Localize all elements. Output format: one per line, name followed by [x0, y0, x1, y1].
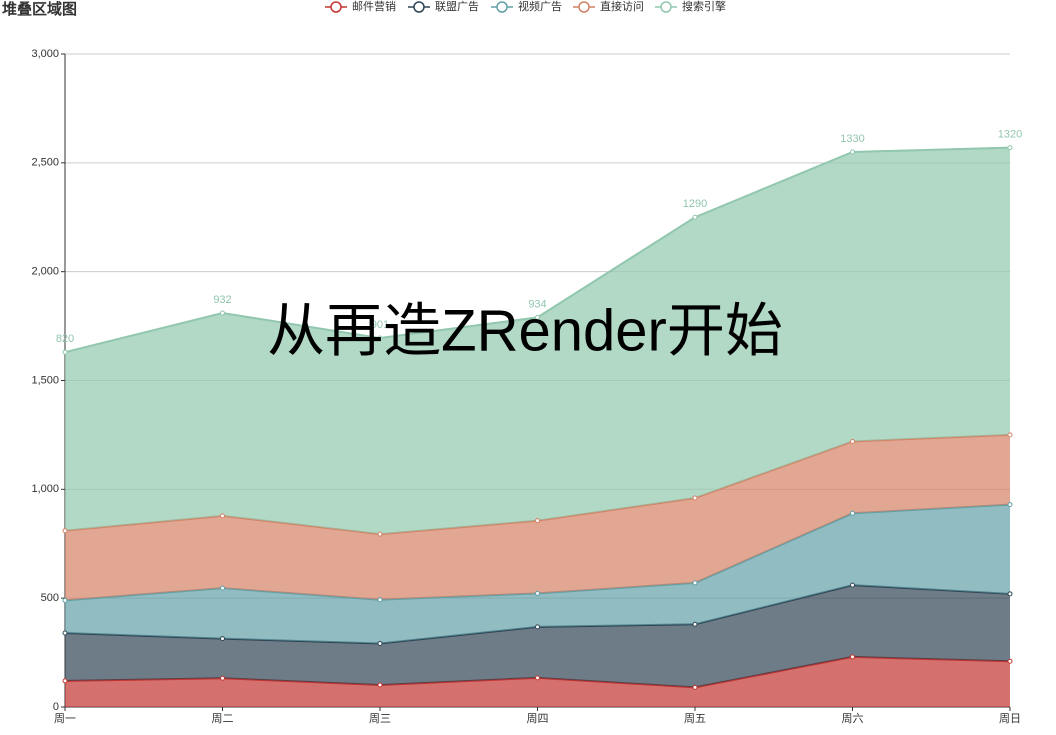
point: [220, 310, 225, 316]
legend-icon: [413, 1, 425, 13]
point: [1007, 658, 1013, 664]
x-tick-label: 周二: [212, 712, 234, 725]
point: [62, 630, 68, 636]
legend-icon: [578, 1, 590, 13]
area: [65, 585, 1010, 688]
point: [1007, 591, 1013, 597]
y-tick-label: 500: [41, 592, 59, 604]
legend-label: 视频广告: [518, 0, 562, 13]
value-label: 1320: [998, 129, 1022, 141]
x-tick-label: 周日: [999, 712, 1021, 725]
point: [850, 510, 855, 516]
legend-icon: [660, 1, 672, 13]
legend-label: 联盟广告: [435, 0, 479, 13]
y-tick-label: 2,000: [31, 266, 59, 278]
point: [692, 621, 698, 627]
point: [535, 314, 540, 320]
point: [692, 684, 698, 690]
legend-label: 直接访问: [600, 0, 644, 13]
legend-label: 搜索引擎: [682, 0, 726, 13]
point: [1007, 145, 1013, 151]
x-tick-label: 周一: [54, 712, 76, 725]
legend-label: 邮件营销: [352, 0, 396, 13]
annotation: 从再造ZRender开始: [267, 298, 783, 363]
chart-title: 堆叠区域图: [2, 0, 77, 18]
point: [692, 214, 698, 220]
point: [692, 495, 698, 501]
point: [220, 636, 225, 642]
point: [62, 597, 68, 603]
legend-icon: [330, 1, 342, 13]
area: [65, 504, 1010, 644]
value-label: 820: [56, 333, 74, 345]
point: [850, 438, 855, 444]
point: [850, 582, 855, 588]
y-tick-label: 1,500: [31, 374, 59, 386]
value-label: 901: [371, 319, 389, 331]
point: [62, 678, 68, 684]
area: [65, 434, 1010, 601]
legend-icon: [496, 1, 508, 13]
area: [65, 147, 1010, 535]
point: [377, 597, 383, 603]
y-tick-label: 1,000: [31, 483, 59, 495]
point: [535, 675, 540, 681]
x-tick-label: 周五: [684, 712, 706, 725]
point: [377, 335, 383, 341]
x-tick-label: 周四: [527, 712, 549, 725]
x-tick-label: 周六: [842, 712, 864, 725]
point: [220, 585, 225, 591]
point: [377, 531, 383, 537]
y-tick-label: 3,000: [31, 48, 59, 60]
point: [850, 149, 855, 155]
value-label: 1290: [683, 198, 707, 210]
x-tick-label: 周三: [369, 712, 391, 725]
area: [65, 656, 1010, 707]
value-label: 1330: [840, 133, 864, 145]
point: [535, 590, 540, 596]
point: [62, 349, 68, 355]
point: [692, 580, 698, 586]
point: [850, 654, 855, 660]
value-label: 934: [528, 298, 546, 310]
point: [377, 640, 383, 646]
point: [220, 513, 225, 519]
point: [535, 518, 540, 524]
y-tick-label: 2,500: [31, 157, 59, 169]
point: [220, 675, 225, 681]
value-label: 932: [213, 294, 231, 306]
point: [535, 624, 540, 630]
point: [377, 682, 383, 688]
y-tick-label: 0: [53, 701, 59, 713]
point: [1007, 502, 1013, 508]
point: [1007, 432, 1013, 438]
point: [62, 528, 68, 534]
